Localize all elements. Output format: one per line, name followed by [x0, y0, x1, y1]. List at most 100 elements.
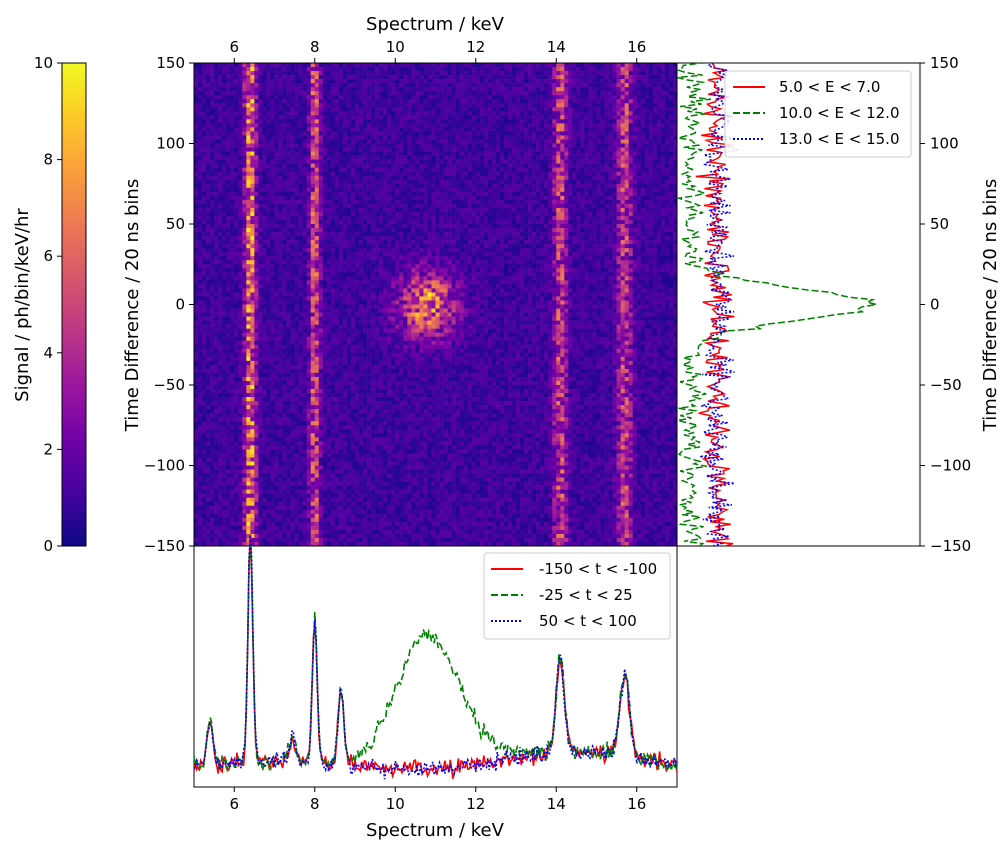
heatmap-cell: [471, 75, 477, 80]
heatmap-cell: [628, 115, 634, 120]
heatmap-cell: [548, 131, 553, 136]
heatmap-cell: [383, 79, 388, 84]
heatmap-cell: [528, 71, 533, 76]
heatmap-cell: [596, 107, 601, 112]
heatmap-cell: [322, 91, 328, 96]
heatmap-cell: [198, 179, 203, 185]
heatmap-cell: [254, 111, 259, 116]
heatmap-cell: [230, 143, 235, 148]
heatmap-cell: [383, 167, 388, 172]
heatmap-cell: [395, 95, 400, 100]
heatmap-cell: [371, 207, 376, 213]
heatmap-cell: [560, 83, 565, 88]
heatmap-cell: [282, 63, 287, 68]
heatmap-cell: [636, 167, 642, 172]
heatmap-cell: [334, 107, 340, 112]
heatmap-cell: [355, 159, 360, 164]
heatmap-cell: [278, 163, 283, 168]
heatmap-cell: [194, 199, 199, 205]
heatmap-cell: [540, 131, 545, 136]
heatmap-cell: [576, 179, 581, 185]
heatmap-cell: [206, 187, 211, 193]
heatmap-cell: [672, 127, 678, 132]
heatmap-cell: [298, 151, 303, 156]
heatmap-cell: [194, 147, 199, 152]
heatmap-cell: [616, 191, 621, 197]
heatmap-cell: [459, 63, 464, 68]
heatmap-cell: [580, 203, 585, 209]
heatmap-cell: [298, 111, 303, 116]
heatmap-cell: [286, 135, 291, 140]
heatmap-cell: [644, 111, 650, 116]
heatmap-cell: [640, 224, 646, 229]
heatmap-cell: [266, 87, 271, 92]
heatmap-cell: [242, 107, 247, 112]
heatmap-cell: [359, 63, 364, 68]
heatmap-cell: [387, 171, 392, 177]
heatmap-cell: [556, 163, 561, 168]
heatmap-cell: [664, 135, 670, 140]
heatmap-cell: [322, 143, 328, 148]
heatmap-cell: [238, 191, 243, 197]
heatmap-cell: [290, 215, 295, 221]
heatmap-cell: [524, 171, 529, 177]
heatmap-cell: [520, 135, 525, 140]
heatmap-cell: [443, 79, 448, 84]
heatmap-cell: [491, 207, 497, 213]
heatmap-cell: [636, 79, 642, 84]
heatmap-cell: [274, 171, 279, 177]
heatmap-cell: [548, 83, 553, 88]
heatmap-cell: [383, 139, 388, 144]
heatmap-cell: [552, 111, 557, 116]
heatmap-cell: [218, 147, 223, 152]
heatmap-cell: [367, 219, 372, 225]
heatmap-cell: [387, 207, 392, 213]
heatmap-cell: [302, 115, 308, 120]
heatmap-cell: [592, 199, 597, 205]
heatmap-cell: [242, 171, 247, 177]
heatmap-cell: [632, 211, 638, 217]
heatmap-cell: [194, 87, 199, 92]
heatmap-cell: [483, 107, 489, 112]
heatmap-cell: [350, 199, 356, 205]
heatmap-cell: [403, 224, 408, 229]
heatmap-cell: [568, 95, 573, 100]
heatmap-cell: [584, 91, 589, 96]
heatmap-cell: [415, 83, 420, 88]
heatmap-cell: [495, 67, 501, 72]
heatmap-cell: [656, 123, 662, 128]
heatmap-cell: [383, 199, 388, 205]
heatmap-cell: [604, 71, 609, 76]
heatmap-cell: [576, 79, 581, 84]
heatmap-cell: [499, 191, 505, 197]
heatmap-cell: [620, 159, 625, 164]
heatmap-cell: [367, 155, 372, 160]
heatmap-cell: [439, 79, 444, 84]
heatmap-cell: [330, 99, 336, 104]
heatmap-cell: [620, 211, 625, 217]
heatmap-cell: [499, 187, 505, 193]
heatmap-cell: [314, 187, 320, 193]
heatmap-cell: [620, 195, 625, 201]
heatmap-cell: [580, 163, 585, 168]
heatmap-cell: [479, 219, 485, 225]
heatmap-cell: [536, 75, 541, 80]
heatmap-cell: [254, 179, 259, 185]
heatmap-cell: [624, 99, 629, 104]
heatmap-cell: [270, 91, 275, 96]
heatmap-cell: [350, 224, 356, 229]
heatmap-cell: [375, 171, 380, 177]
heatmap-cell: [411, 143, 416, 148]
heatmap-cell: [544, 91, 549, 96]
heatmap-cell: [367, 75, 372, 80]
heatmap-cell: [206, 135, 211, 140]
heatmap-cell: [528, 111, 533, 116]
heatmap-cell: [652, 95, 658, 100]
heatmap-cell: [254, 71, 259, 76]
heatmap-cell: [367, 135, 372, 140]
heatmap-cell: [451, 203, 456, 209]
heatmap-cell: [363, 139, 368, 144]
heatmap-cell: [262, 135, 267, 140]
heatmap-cell: [471, 119, 477, 124]
heatmap-cell: [298, 123, 303, 128]
